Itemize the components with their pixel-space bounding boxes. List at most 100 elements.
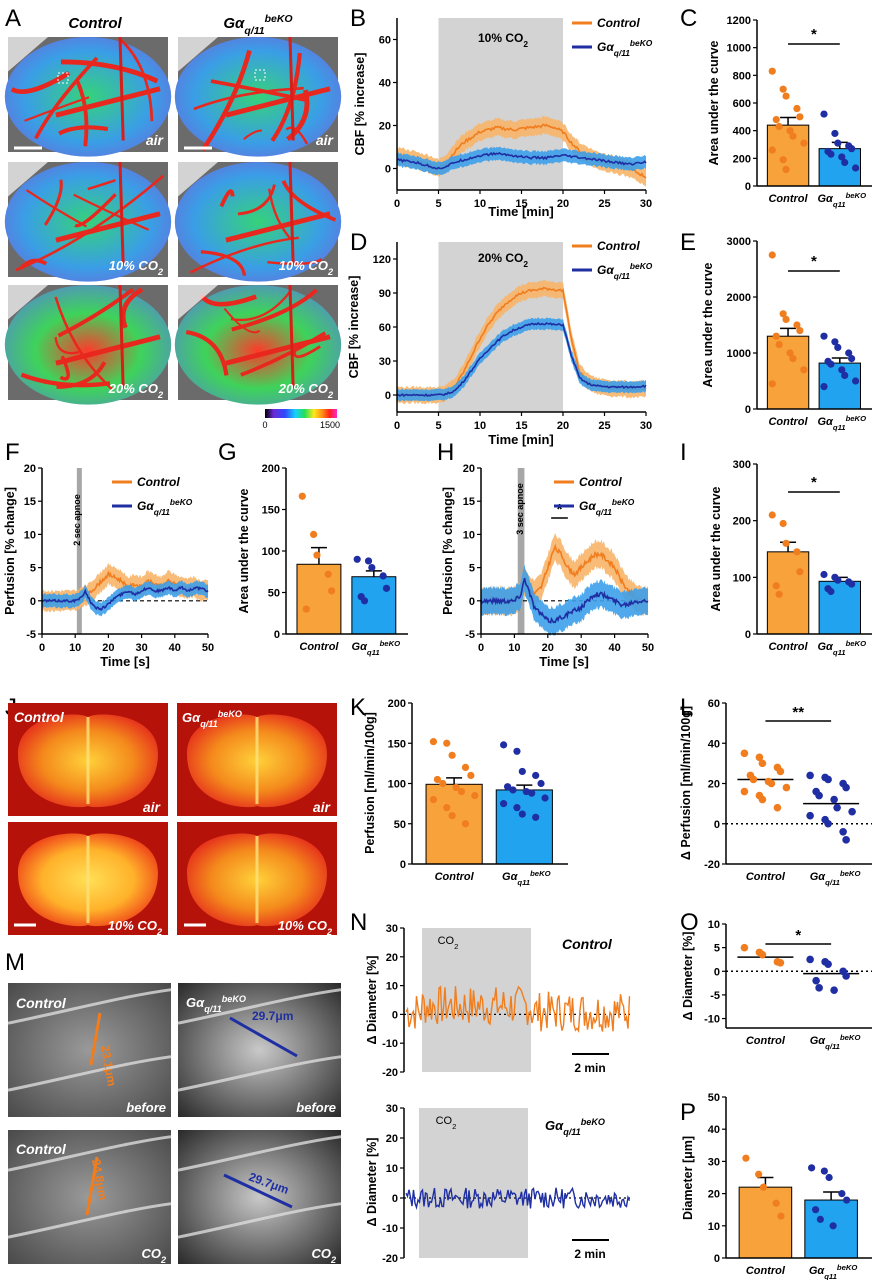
vessel xyxy=(193,86,304,111)
panel-letter-E: E xyxy=(680,229,696,256)
y-tick-label: 0 xyxy=(714,966,720,978)
data-point xyxy=(767,779,776,788)
skull-edge xyxy=(8,37,48,72)
y-tick-label: 100 xyxy=(388,779,406,791)
label-part: q11 xyxy=(833,200,846,209)
y-tick-label: -10 xyxy=(704,1014,720,1026)
data-point xyxy=(775,122,783,131)
category-label: Gαq11beKO xyxy=(818,639,867,657)
panel-letter-A: A xyxy=(5,5,21,32)
vessel xyxy=(120,287,144,329)
y-tick-label: -5 xyxy=(710,990,720,1002)
data-point xyxy=(845,349,853,357)
label-part: Gα xyxy=(137,499,154,513)
vessel xyxy=(118,161,125,266)
legend-label: Control xyxy=(579,475,622,489)
y-tick-label: 0 xyxy=(745,181,751,193)
vessel xyxy=(55,86,161,118)
data-point xyxy=(852,377,860,385)
y-tick-label: 0 xyxy=(469,596,475,608)
speckle-image xyxy=(174,36,342,157)
skull-edge xyxy=(8,285,48,320)
label-part: 2 xyxy=(160,1255,166,1265)
data-point xyxy=(827,360,835,368)
category-label: Control xyxy=(768,641,808,653)
speckle-image xyxy=(4,284,172,405)
x-tick-label: 20 xyxy=(557,420,569,432)
chart-N_ko: -20 -10 0 10 20 30 xyxy=(382,1103,631,1265)
data-point xyxy=(806,955,814,964)
label-part: Perfusion [% change] xyxy=(441,487,455,615)
diameter-trace xyxy=(405,1186,631,1211)
data-point xyxy=(829,1222,837,1230)
y-tick-label: 10 xyxy=(24,529,36,541)
brain-surface xyxy=(174,285,342,405)
y-tick-label: 0 xyxy=(30,596,36,608)
data-point xyxy=(758,759,767,768)
data-point xyxy=(825,1173,833,1182)
trace-title: Control xyxy=(562,936,613,952)
label-part: 2 xyxy=(452,1122,456,1131)
label-part: 2 xyxy=(330,1255,336,1265)
shade-label: 20% CO2 xyxy=(478,251,528,269)
data-point xyxy=(779,85,787,93)
vessel xyxy=(225,211,331,243)
bar xyxy=(766,124,810,187)
time-scale-label: 2 min xyxy=(574,1061,605,1075)
label-part: 10% CO xyxy=(109,258,158,273)
data-point xyxy=(806,811,814,820)
x-tick-label: 0 xyxy=(39,642,45,654)
data-point xyxy=(759,1183,768,1191)
data-point xyxy=(758,795,767,804)
y-axis-label: Diameter [μm] xyxy=(681,1136,695,1220)
skull-edge xyxy=(178,37,218,72)
category-label: Gαq/11beKO xyxy=(810,869,861,887)
roi-box xyxy=(57,72,69,84)
vessel xyxy=(225,334,331,366)
y-tick-label: 90 xyxy=(379,288,391,300)
x-tick-label: 50 xyxy=(202,642,214,654)
y-tick-label: 15 xyxy=(24,496,36,508)
label-part: 2 xyxy=(157,390,163,400)
significance-star: ** xyxy=(792,704,804,721)
data-point xyxy=(820,570,828,579)
colorbar-min: 0 xyxy=(262,420,267,430)
image-label: 20% CO2 xyxy=(278,381,333,400)
data-point xyxy=(327,587,336,595)
shade-label: CO2 xyxy=(438,935,459,951)
x-tick-label: 40 xyxy=(608,642,620,654)
data-point xyxy=(842,836,850,844)
label-part: CBF [% increase] xyxy=(347,276,361,379)
data-point xyxy=(443,804,451,812)
data-point xyxy=(504,783,512,791)
label-part: 2 xyxy=(157,267,163,277)
category-label: Gαq11beKO xyxy=(809,1263,858,1280)
data-point xyxy=(471,791,479,800)
y-tick-label: 40 xyxy=(708,738,720,750)
legend-label: Gαq/11beKO xyxy=(597,38,653,58)
data-point xyxy=(749,775,758,784)
data-point xyxy=(758,950,767,959)
x-tick-label: 25 xyxy=(598,420,610,432)
y-tick-label: 0 xyxy=(400,859,406,871)
data-point xyxy=(779,519,787,528)
vessel-image xyxy=(7,983,172,1117)
y-tick-label: 400 xyxy=(733,126,751,138)
image-label: CO2 xyxy=(141,1246,166,1265)
data-point xyxy=(793,321,801,329)
vessel xyxy=(223,307,261,334)
y-tick-label: 30 xyxy=(379,356,391,368)
image-label: CO2 xyxy=(311,1246,336,1265)
legend-label: Control xyxy=(597,239,640,253)
label-part: Perfusion [% change] xyxy=(3,487,17,615)
data-point xyxy=(364,557,373,565)
data-point xyxy=(500,800,508,808)
label-part: Gα xyxy=(818,193,835,205)
vessel xyxy=(57,287,135,338)
data-point xyxy=(518,810,526,818)
vessel xyxy=(200,250,247,277)
label-part: 10% CO xyxy=(279,258,328,273)
column-title: Gαq/11beKO xyxy=(223,13,292,37)
